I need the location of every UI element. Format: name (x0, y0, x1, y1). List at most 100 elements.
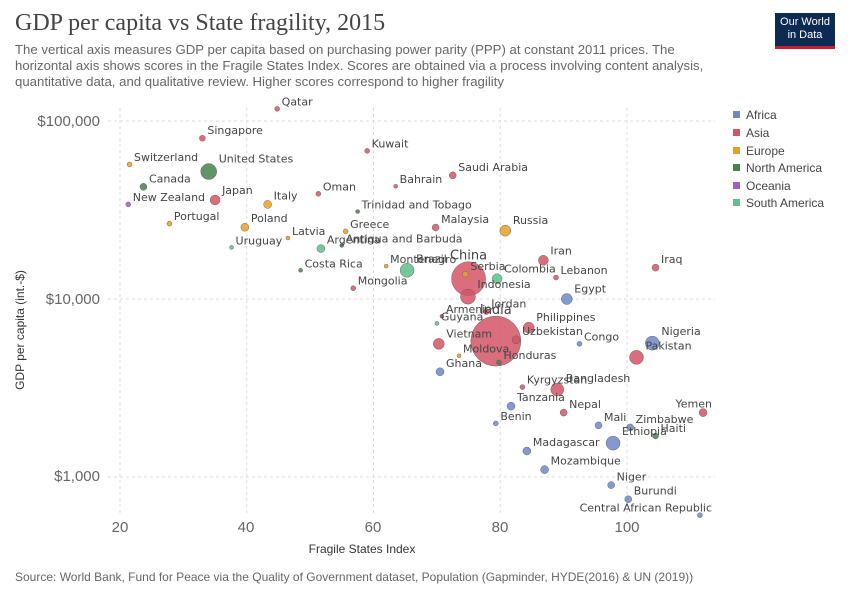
data-point-italy[interactable] (263, 200, 272, 209)
legend-label-south-america: South America (746, 196, 824, 210)
data-point-ghana[interactable] (435, 367, 445, 376)
y-tick-label: $10,000 (46, 291, 100, 308)
data-point-uruguay[interactable] (229, 245, 234, 250)
point-label: Latvia (292, 225, 326, 238)
x-tick-label: 60 (365, 519, 382, 536)
point-label: Mozambique (551, 455, 621, 468)
data-point-uzbekistan[interactable] (511, 335, 521, 344)
data-point-colombia[interactable] (491, 273, 503, 284)
data-point-indonesia[interactable] (460, 289, 476, 305)
point-label: Ghana (446, 357, 482, 370)
data-point-japan[interactable] (209, 194, 221, 206)
x-tick-label: 40 (238, 519, 255, 536)
data-point-philippines[interactable] (523, 321, 535, 334)
data-point-kuwait[interactable] (364, 148, 370, 154)
data-point-bangladesh[interactable] (550, 382, 564, 397)
data-point-trinidad-and-tobago[interactable] (355, 209, 360, 214)
data-point-central-african-republic[interactable] (697, 512, 703, 518)
legend-label-africa: Africa (746, 108, 777, 122)
legend-swatch-africa (733, 111, 740, 118)
data-point-united-states[interactable] (200, 163, 217, 180)
data-point-malaysia[interactable] (431, 223, 440, 232)
x-axis-label: Fragile States Index (309, 542, 416, 556)
data-point-antigua-and-barbuda[interactable] (339, 243, 345, 248)
legend-item-asia[interactable]: Asia (733, 126, 770, 140)
data-point-mongolia[interactable] (350, 285, 356, 291)
data-point-egypt[interactable] (561, 293, 573, 305)
data-point-mozambique[interactable] (540, 465, 549, 474)
data-point-bahrain[interactable] (393, 184, 398, 189)
data-point-zimbabwe[interactable] (626, 423, 634, 432)
point-label: Moldova (463, 343, 509, 356)
legend-item-north-america[interactable]: North America (733, 161, 822, 175)
data-point-ethiopia[interactable] (605, 435, 621, 451)
data-point-mali[interactable] (594, 421, 603, 430)
data-point-poland[interactable] (240, 223, 250, 232)
data-point-vietnam[interactable] (433, 338, 445, 350)
data-point-canada[interactable] (139, 183, 148, 191)
data-point-argentina[interactable] (316, 244, 326, 253)
data-point-moldova[interactable] (456, 353, 462, 358)
data-point-new-zealand[interactable] (125, 201, 131, 208)
data-point-madagascar[interactable] (522, 446, 532, 456)
data-point-haiti[interactable] (652, 432, 659, 440)
point-label: Benin (500, 410, 531, 423)
data-point-montenegro[interactable] (383, 263, 389, 269)
point-label: Niger (617, 471, 647, 484)
point-label: Congo (584, 330, 619, 343)
data-point-russia[interactable] (499, 224, 512, 237)
chart-subtitle: The vertical axis measures GDP per capit… (15, 42, 704, 89)
logo-line-2: in Data (787, 29, 823, 41)
point-label: Switzerland (134, 151, 198, 164)
point-label: Iran (550, 244, 572, 257)
data-point-benin[interactable] (493, 420, 499, 427)
data-point-iran[interactable] (538, 255, 549, 266)
data-point-saudi-arabia[interactable] (449, 171, 457, 180)
data-point-nepal[interactable] (559, 408, 568, 417)
point-label: Bangladesh (566, 372, 631, 385)
data-point-congo[interactable] (576, 341, 583, 347)
data-point-serbia[interactable] (462, 270, 469, 278)
point-label: Tanzania (516, 391, 565, 404)
point-label: Yemen (675, 398, 713, 411)
data-point-singapore[interactable] (199, 135, 206, 142)
data-point-lebanon[interactable] (553, 274, 559, 281)
legend-item-south-america[interactable]: South America (733, 196, 824, 210)
data-point-jordan[interactable] (483, 308, 490, 315)
data-point-burundi[interactable] (624, 495, 632, 503)
data-point-costa-rica[interactable] (298, 268, 303, 273)
data-point-greece[interactable] (342, 228, 349, 235)
data-point-nigeria[interactable] (645, 335, 660, 351)
data-point-latvia[interactable] (285, 235, 291, 241)
point-label: Nepal (569, 398, 601, 411)
data-point-tanzania[interactable] (506, 401, 516, 411)
data-point-qatar[interactable] (274, 106, 280, 112)
legend-label-asia: Asia (746, 126, 770, 140)
data-point-yemen[interactable] (698, 408, 708, 417)
y-axis-ticks: $1,000 $10,000 $100,000 (37, 113, 100, 485)
y-tick-label: $1,000 (54, 468, 100, 485)
data-point-switzerland[interactable] (126, 161, 133, 168)
legend-item-oceania[interactable]: Oceania (733, 179, 791, 193)
data-point-pakistan[interactable] (629, 350, 644, 365)
data-point-portugal[interactable] (166, 220, 173, 227)
point-label: Costa Rica (305, 257, 363, 270)
point-label: Canada (149, 172, 191, 185)
data-point-niger[interactable] (607, 481, 615, 489)
data-point-india[interactable] (470, 315, 522, 367)
data-point-honduras[interactable] (496, 359, 502, 366)
data-point-guyana[interactable] (434, 321, 440, 326)
legend-item-europe[interactable]: Europe (733, 144, 785, 158)
data-point-armenia[interactable] (439, 314, 445, 319)
point-label: Japan (221, 184, 253, 197)
data-point-iraq[interactable] (651, 263, 660, 272)
x-tick-label: 80 (492, 519, 509, 536)
legend-item-africa[interactable]: Africa (733, 108, 777, 122)
point-label: Vietnam (446, 327, 492, 340)
data-point-brazil[interactable] (399, 263, 415, 278)
point-label: Honduras (503, 349, 556, 362)
data-point-oman[interactable] (315, 191, 322, 197)
data-point-kyrgyzstan[interactable] (519, 384, 526, 390)
owid-logo[interactable]: Our World in Data (775, 13, 835, 49)
